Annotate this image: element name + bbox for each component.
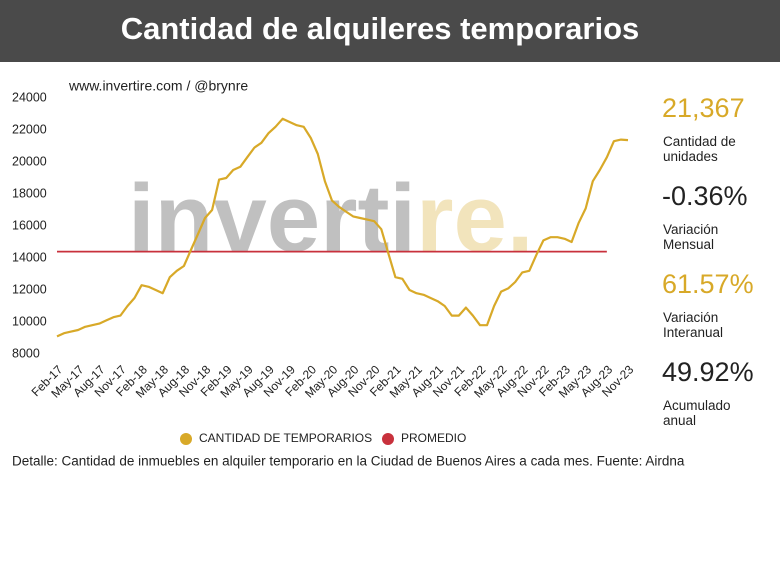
- stat-label: Variación Interanual: [663, 310, 723, 340]
- source: www.invertire.com / @brynre: [68, 78, 248, 94]
- stat-value: 49.92%: [662, 357, 754, 387]
- stat-label-line: Acumulado: [663, 398, 731, 413]
- legend-marker: [382, 433, 394, 445]
- watermark-part: re.: [416, 165, 533, 272]
- y-tick-label: 18000: [12, 186, 47, 200]
- y-tick-label: 22000: [12, 122, 47, 136]
- y-tick-label: 24000: [12, 90, 47, 104]
- y-tick-label: 20000: [12, 154, 47, 168]
- stat-label: Variación Mensual: [663, 222, 718, 252]
- y-tick-label: 14000: [12, 250, 47, 264]
- stat-label: Acumulado anual: [663, 398, 731, 428]
- stat-value: 61.57%: [662, 269, 754, 299]
- stat-label-line: Mensual: [663, 237, 714, 252]
- stat-label-line: Variación: [663, 310, 718, 325]
- stat-value: -0.36%: [662, 181, 748, 211]
- stat-label-line: Cantidad de: [663, 134, 736, 149]
- y-tick-label: 12000: [12, 282, 47, 296]
- legend-marker: [180, 433, 192, 445]
- header-bar: [0, 0, 780, 62]
- stat-label-line: anual: [663, 413, 696, 428]
- data-line: [56, 117, 629, 338]
- note: Detalle: Cantidad de inmuebles en alquil…: [12, 454, 685, 469]
- y-tick-label: 16000: [12, 218, 47, 232]
- y-tick-label: 10000: [12, 314, 47, 328]
- stat-value: 21,367: [662, 93, 745, 123]
- watermark-part: inverti: [128, 165, 416, 272]
- chart-title: Cantidad de alquileres temporarios: [121, 11, 640, 46]
- stat-label: Cantidad de unidades: [663, 134, 736, 164]
- legend-label: CANTIDAD DE TEMPORARIOS: [199, 431, 372, 445]
- stat-label-line: Interanual: [663, 325, 723, 340]
- legend-label: PROMEDIO: [401, 431, 466, 445]
- y-tick-label: 8000: [12, 346, 40, 360]
- stat-label-line: Variación: [663, 222, 718, 237]
- stat-label-line: unidades: [663, 149, 718, 164]
